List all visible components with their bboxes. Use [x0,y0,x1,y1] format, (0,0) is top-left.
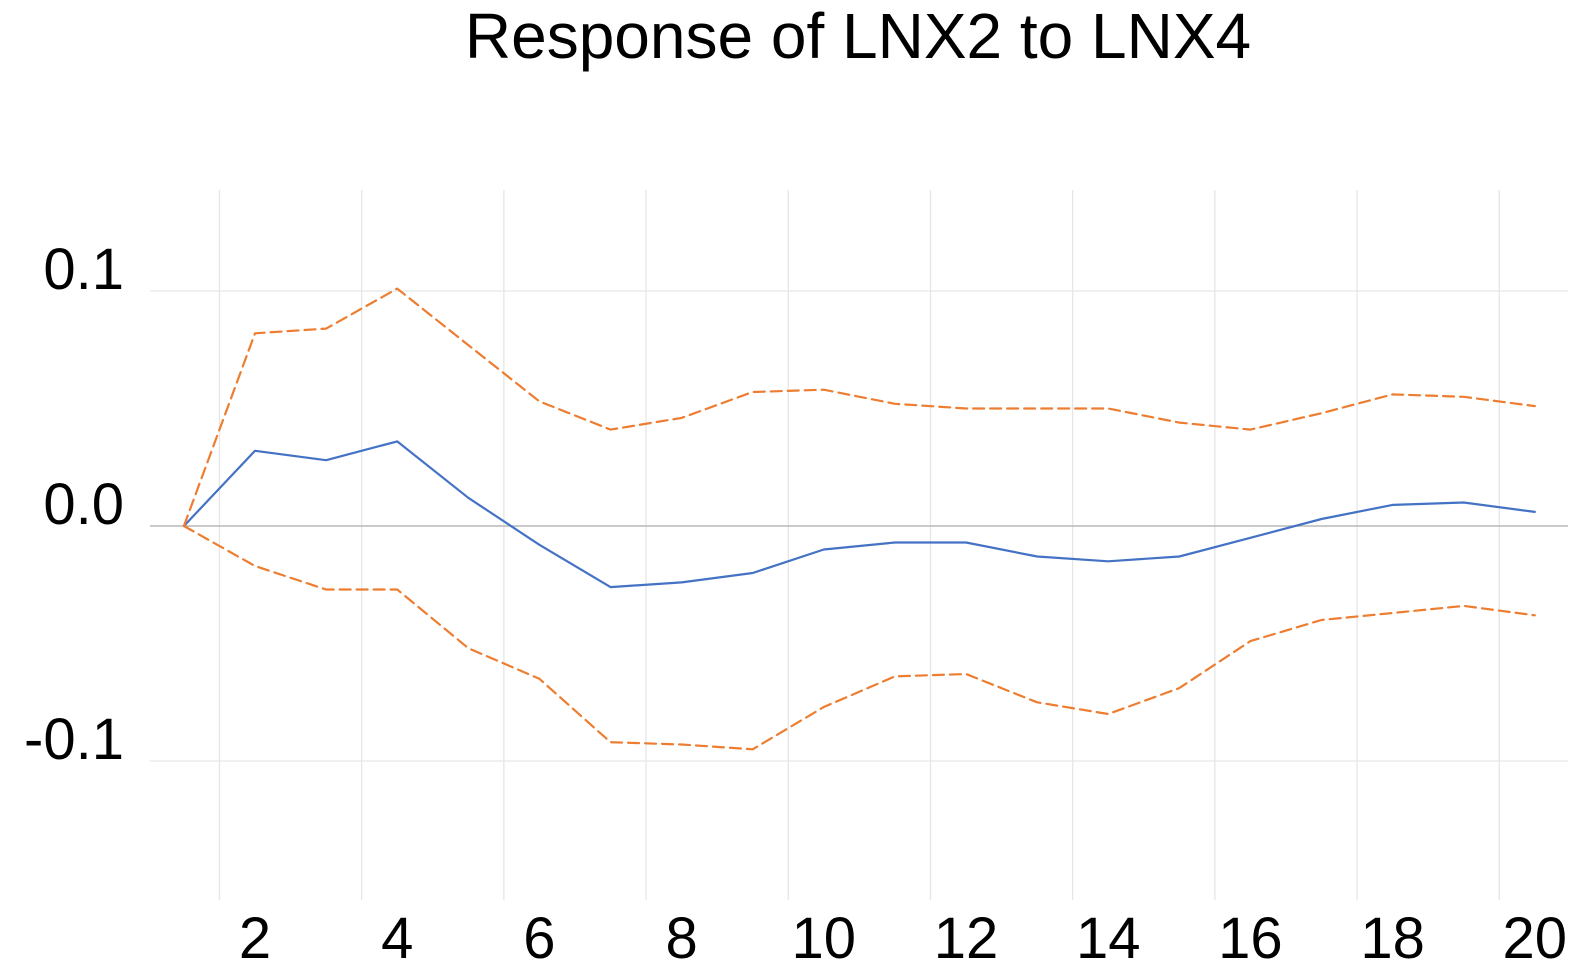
lower-band-line [182,524,1536,751]
x-tick-label: 18 [1360,906,1425,969]
x-tick-label: 8 [665,906,697,969]
y-tick-label: 0.0 [43,472,124,537]
tick-labels: 2 4 6 8 10 12 14 16 18 20 0.1 0.0 -0.1 [24,237,1567,969]
x-tick-label: 12 [934,906,999,969]
x-tick-label: 10 [792,906,857,969]
x-tick-label: 4 [381,906,413,969]
response-line [182,440,1536,589]
upper-band-line [182,287,1536,528]
chart-title: Response of LNX2 to LNX4 [465,0,1251,72]
gridlines [150,190,1568,900]
x-tick-label: 16 [1218,906,1283,969]
x-tick-label: 6 [523,906,555,969]
x-tick-label: 14 [1076,906,1141,969]
y-tick-label: -0.1 [24,707,124,772]
x-tick-label: 2 [239,906,271,969]
x-tick-label: 20 [1503,906,1568,969]
y-tick-label: 0.1 [43,237,124,302]
series-lines [182,287,1536,751]
